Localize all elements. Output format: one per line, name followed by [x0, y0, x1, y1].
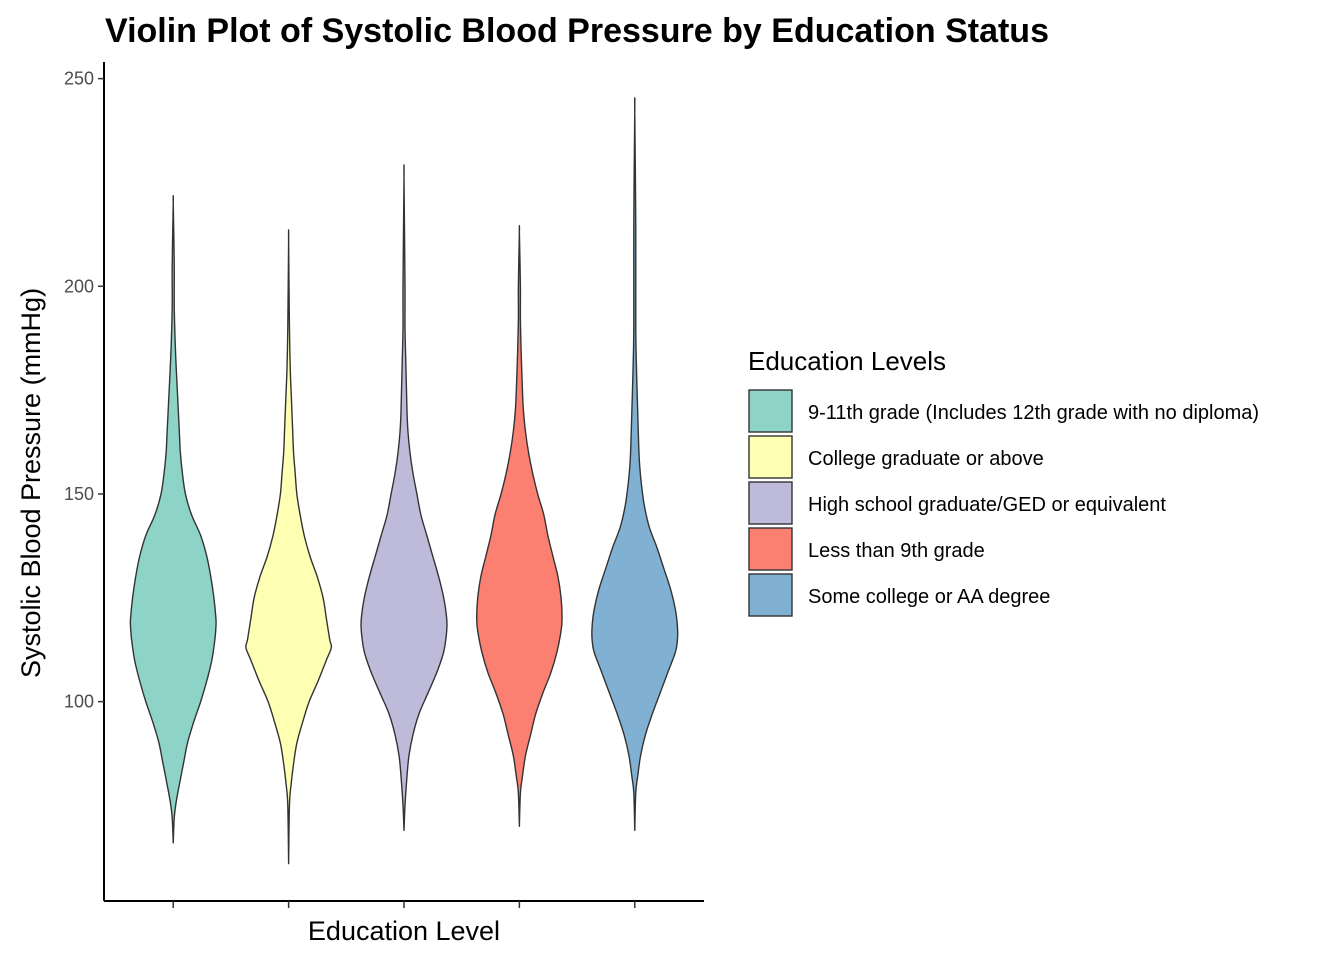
- violin-5: [591, 97, 679, 832]
- chart-title: Violin Plot of Systolic Blood Pressure b…: [105, 12, 1049, 50]
- y-ticks: 100 150 200 250: [64, 69, 104, 712]
- x-ticks: [172, 901, 636, 908]
- legend-key-3: [748, 481, 793, 525]
- legend-label-4: Less than 9th grade: [808, 540, 985, 562]
- legend-label-1: 9-11th grade (Includes 12th grade with n…: [808, 402, 1259, 424]
- violin-4: [475, 224, 563, 827]
- y-tick-label: 100: [64, 692, 94, 712]
- violin-layer: [129, 97, 679, 865]
- violin-2: [245, 228, 333, 865]
- x-axis-title: Education Level: [308, 916, 500, 946]
- legend-key-2: [748, 435, 793, 479]
- legend-key-4: [748, 527, 793, 571]
- y-axis-title: Systolic Blood Pressure (mmHg): [16, 288, 46, 678]
- legend: 9-11th grade (Includes 12th grade with n…: [748, 389, 1259, 617]
- legend-key-5: [748, 573, 793, 617]
- y-tick-label: 150: [64, 484, 94, 504]
- legend-title: Education Levels: [748, 346, 946, 376]
- legend-label-3: High school graduate/GED or equivalent: [808, 494, 1166, 516]
- violin-3: [360, 164, 448, 832]
- violin-1: [129, 194, 217, 844]
- y-tick-label: 250: [64, 69, 94, 89]
- legend-label-2: College graduate or above: [808, 448, 1044, 470]
- y-tick-label: 200: [64, 276, 94, 296]
- legend-label-5: Some college or AA degree: [808, 586, 1050, 608]
- legend-key-1: [748, 389, 793, 433]
